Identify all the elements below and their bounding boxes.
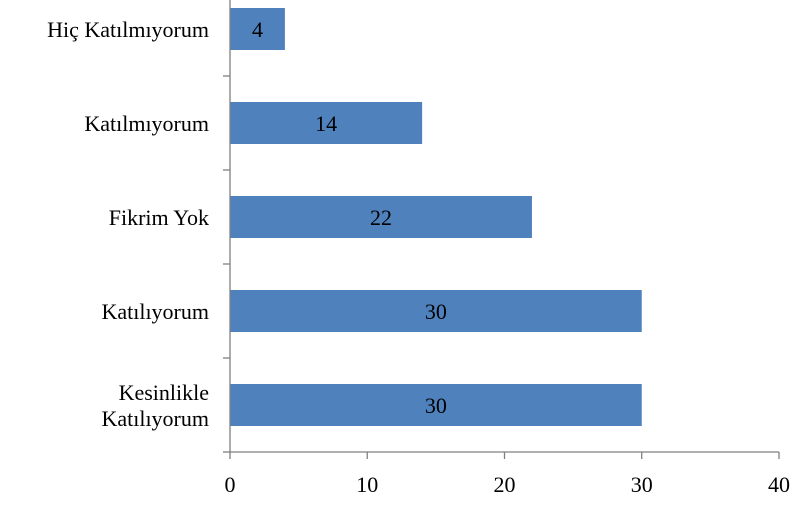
category-label: Kesinlikle Katılıyorum — [101, 380, 209, 431]
data-label: 22 — [370, 205, 392, 230]
data-labels-group: 4 14 22 30 30 — [252, 17, 447, 418]
bars-group — [230, 8, 642, 426]
category-labels-group: Hiç Katılmıyorum Katılmıyorum Fikrim Yok Ka… — [47, 17, 209, 431]
x-axis: 0 10 20 30 40 — [225, 451, 790, 497]
bar — [230, 8, 285, 50]
data-label: 30 — [425, 393, 447, 418]
data-label: 30 — [425, 299, 447, 324]
category-label: Hiç Katılmıyorum — [47, 17, 209, 42]
bar — [230, 384, 642, 426]
y-axis — [223, 0, 231, 453]
bar — [230, 196, 532, 238]
x-tick-label: 20 — [494, 472, 516, 497]
category-label: Katılmıyorum — [84, 111, 209, 136]
x-tick-label: 10 — [356, 472, 378, 497]
x-tick-label: 0 — [225, 472, 236, 497]
x-tick-label: 40 — [768, 472, 790, 497]
data-label: 4 — [252, 17, 263, 42]
bar — [230, 290, 642, 332]
data-label: 14 — [315, 111, 337, 136]
category-label: Fikrim Yok — [109, 205, 209, 230]
x-tick-label: 30 — [631, 472, 653, 497]
bar — [230, 102, 423, 144]
category-label: Katılıyorum — [101, 299, 209, 324]
